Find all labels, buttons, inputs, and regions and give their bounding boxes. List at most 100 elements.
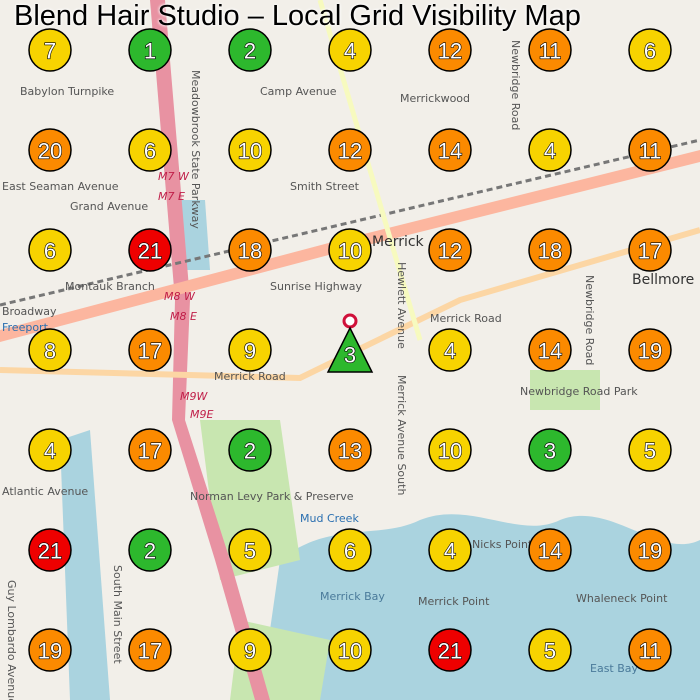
rank-circle xyxy=(628,628,672,672)
map-label-merrickwood: Merrickwood xyxy=(400,92,470,105)
grid-point[interactable]: 5 xyxy=(228,528,272,572)
rank-label: 2 xyxy=(244,439,256,464)
grid-point[interactable]: 5 xyxy=(628,428,672,472)
grid-point[interactable]: 10 xyxy=(328,628,372,672)
rank-label: 8 xyxy=(44,339,56,364)
grid-point[interactable]: 2 xyxy=(228,428,272,472)
rank-label: 13 xyxy=(338,439,362,464)
rank-label: 10 xyxy=(338,639,362,664)
grid-point[interactable]: 2 xyxy=(228,28,272,72)
grid-point[interactable]: 6 xyxy=(328,528,372,572)
grid-point[interactable]: 21 xyxy=(28,528,72,572)
rank-label: 6 xyxy=(344,539,356,564)
grid-point[interactable]: 6 xyxy=(628,28,672,72)
grid-point[interactable]: 14 xyxy=(528,528,572,572)
grid-point[interactable]: 9 xyxy=(228,328,272,372)
map-label-nicks-point: Nicks Point xyxy=(472,538,533,551)
rank-circle xyxy=(428,328,472,372)
rank-circle xyxy=(128,228,172,272)
grid-point[interactable]: 11 xyxy=(628,128,672,172)
rank-circle xyxy=(628,428,672,472)
grid-point[interactable]: 17 xyxy=(628,228,672,272)
rank-circle xyxy=(328,28,372,72)
grid-point[interactable]: 7 xyxy=(28,28,72,72)
rank-label: 4 xyxy=(444,339,456,364)
rank-circle xyxy=(28,628,72,672)
grid-point[interactable]: 17 xyxy=(128,328,172,372)
map-label-merrick-bay: Merrick Bay xyxy=(320,590,385,603)
grid-point[interactable]: 11 xyxy=(528,28,572,72)
rank-label: 12 xyxy=(338,139,362,164)
grid-point[interactable]: 4 xyxy=(428,328,472,372)
rank-circle xyxy=(428,128,472,172)
grid-point[interactable]: 3 xyxy=(528,428,572,472)
rank-label: 6 xyxy=(44,239,56,264)
grid-point[interactable]: 14 xyxy=(528,328,572,372)
grid-point[interactable]: 17 xyxy=(128,628,172,672)
grid-point[interactable]: 4 xyxy=(28,428,72,472)
map-label-bellmore: Bellmore xyxy=(632,272,694,288)
map-label-hewlett-avenue: Hewlett Avenue xyxy=(395,262,408,349)
rank-label: 11 xyxy=(639,139,662,164)
map-label-newbridge-road-north: Newbridge Road xyxy=(509,40,522,130)
grid-point[interactable]: 20 xyxy=(28,128,72,172)
rank-label: 17 xyxy=(138,639,162,664)
rank-label: 12 xyxy=(438,39,462,64)
location-pin-icon xyxy=(342,313,358,329)
rank-circle xyxy=(628,528,672,572)
rank-circle xyxy=(528,528,572,572)
grid-point[interactable]: 21 xyxy=(128,228,172,272)
rank-label: 14 xyxy=(538,539,562,564)
grid-point[interactable]: 18 xyxy=(528,228,572,272)
rank-label: 10 xyxy=(238,139,262,164)
map-label-merrick: Merrick xyxy=(372,234,425,250)
grid-point[interactable]: 18 xyxy=(228,228,272,272)
rank-circle xyxy=(228,528,272,572)
grid-point[interactable]: 19 xyxy=(628,328,672,372)
grid-point[interactable]: 19 xyxy=(28,628,72,672)
rank-circle xyxy=(528,128,572,172)
rank-circle xyxy=(28,128,72,172)
grid-point[interactable]: 12 xyxy=(428,28,472,72)
rank-circle xyxy=(28,228,72,272)
grid-point[interactable]: 8 xyxy=(28,328,72,372)
grid-point[interactable]: 12 xyxy=(328,128,372,172)
rank-label: 2 xyxy=(244,39,256,64)
grid-point[interactable]: 13 xyxy=(328,428,372,472)
map-title: Blend Hair Studio – Local Grid Visibilit… xyxy=(14,0,581,32)
rank-label: 21 xyxy=(438,639,462,664)
grid-point[interactable]: 11 xyxy=(628,628,672,672)
rank-label: 21 xyxy=(38,539,62,564)
grid-point[interactable]: 4 xyxy=(328,28,372,72)
rank-label: 11 xyxy=(539,39,562,64)
grid-point[interactable]: 1 xyxy=(128,28,172,72)
grid-point[interactable]: 9 xyxy=(228,628,272,672)
rank-label: 17 xyxy=(138,439,162,464)
grid-point[interactable]: 10 xyxy=(328,228,372,272)
grid-point[interactable]: 6 xyxy=(128,128,172,172)
map-label-mud-creek: Mud Creek xyxy=(300,512,359,525)
grid-point[interactable]: 6 xyxy=(28,228,72,272)
rank-label: 11 xyxy=(639,639,662,664)
grid-point[interactable]: 19 xyxy=(628,528,672,572)
map-label-east-bay: East Bay xyxy=(590,662,639,675)
map-label-camp-avenue: Camp Avenue xyxy=(260,85,337,98)
grid-point[interactable]: 14 xyxy=(428,128,472,172)
grid-point[interactable]: 10 xyxy=(228,128,272,172)
grid-point[interactable]: 2 xyxy=(128,528,172,572)
map-label-meadowbrook-parkway: Meadowbrook State Parkway xyxy=(189,70,202,229)
grid-point[interactable]: 5 xyxy=(528,628,572,672)
grid-point[interactable]: 12 xyxy=(428,228,472,272)
grid-point[interactable]: 21 xyxy=(428,628,472,672)
grid-point[interactable]: 4 xyxy=(428,528,472,572)
business-marker[interactable]: 3 xyxy=(326,313,374,373)
rank-circle xyxy=(628,28,672,72)
rank-circle xyxy=(428,28,472,72)
grid-markers: 7 1 2 4 12 11 620 6 10 12 14 4 116 21 18 10 12 18 178 17 9 3 4… xyxy=(28,28,672,672)
map-label-sunrise-highway: Sunrise Highway xyxy=(270,280,363,293)
rank-label: 10 xyxy=(338,239,362,264)
grid-point[interactable]: 4 xyxy=(528,128,572,172)
grid-point[interactable]: 17 xyxy=(128,428,172,472)
grid-point[interactable]: 10 xyxy=(428,428,472,472)
